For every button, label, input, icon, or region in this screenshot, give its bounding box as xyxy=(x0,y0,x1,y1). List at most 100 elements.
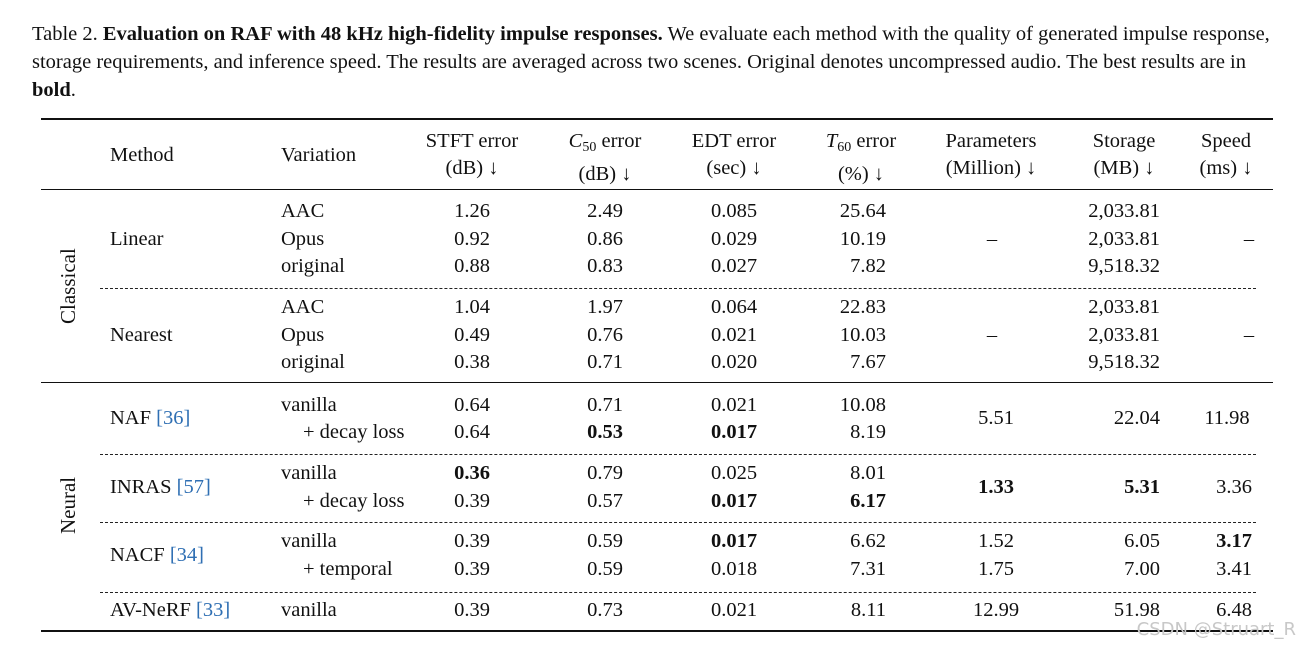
cell-c50: 0.71 xyxy=(587,394,623,416)
method-linear: Linear xyxy=(110,228,164,250)
cell-c50: 0.73 xyxy=(587,599,623,621)
cell-storage-best: 5.31 xyxy=(1124,476,1160,498)
header-storage: Storage (MB) ↓ xyxy=(1092,130,1156,179)
dash-rule xyxy=(100,592,1256,593)
cell-c50: 0.83 xyxy=(587,255,623,277)
header-method: Method xyxy=(110,144,174,166)
citation-link[interactable]: [33] xyxy=(196,599,231,621)
cell-variation: vanilla xyxy=(281,599,337,621)
cell-storage: 22.04 xyxy=(1113,407,1160,429)
cell-stft: 0.92 xyxy=(454,228,490,250)
cell-storage: 6.05 xyxy=(1124,530,1160,552)
header-stft: STFT error (dB) ↓ xyxy=(425,130,519,179)
cell-speed: 3.41 xyxy=(1216,558,1252,580)
cell-params: 1.52 xyxy=(978,530,1014,552)
cell-storage: 9,518.32 xyxy=(1088,351,1160,373)
watermark: CSDN @Struart_R xyxy=(1136,619,1296,640)
cell-c50: 2.49 xyxy=(587,200,623,222)
dash-rule xyxy=(100,522,1256,523)
cell-storage: 2,033.81 xyxy=(1088,200,1160,222)
cell-params: – xyxy=(986,228,998,250)
cell-t60-best: 6.17 xyxy=(850,490,886,512)
cell-c50: 0.86 xyxy=(587,228,623,250)
cell-params: – xyxy=(986,324,998,346)
cell-stft: 0.64 xyxy=(454,421,490,443)
bottom-rule xyxy=(41,630,1273,632)
cell-stft-best: 0.36 xyxy=(454,462,490,484)
cell-variation: AAC xyxy=(281,296,325,318)
cell-stft: 0.39 xyxy=(454,490,490,512)
cell-c50: 1.97 xyxy=(587,296,623,318)
cell-edt: 0.027 xyxy=(710,255,758,277)
citation-link[interactable]: [36] xyxy=(156,407,191,429)
cell-storage: 7.00 xyxy=(1124,558,1160,580)
caption-bold: Evaluation on RAF with 48 kHz high-fidel… xyxy=(102,23,663,45)
cell-c50: 0.79 xyxy=(587,462,623,484)
cell-speed: 6.48 xyxy=(1216,599,1252,621)
cell-params: 1.75 xyxy=(978,558,1014,580)
caption-end: . xyxy=(70,79,76,101)
caption-label: Table 2. xyxy=(32,23,98,45)
cell-edt: 0.021 xyxy=(710,394,758,416)
group-rule xyxy=(41,382,1273,384)
caption-bold-word: bold xyxy=(32,79,71,101)
cell-edt: 0.029 xyxy=(710,228,758,250)
cell-storage: 2,033.81 xyxy=(1088,228,1160,250)
cell-stft: 0.49 xyxy=(454,324,490,346)
cell-t60: 7.31 xyxy=(850,558,886,580)
header-variation: Variation xyxy=(281,144,357,166)
top-rule xyxy=(41,118,1273,120)
cell-t60: 25.64 xyxy=(839,200,886,222)
group-label-neural: Neural xyxy=(56,476,80,534)
cell-t60: 8.11 xyxy=(850,599,886,621)
cell-stft: 0.64 xyxy=(454,394,490,416)
cell-t60: 8.19 xyxy=(850,421,886,443)
method-inras: INRAS [57] xyxy=(110,476,211,498)
header-c50: C50 error (dB) ↓ xyxy=(568,130,642,185)
cell-variation: AAC xyxy=(281,200,325,222)
cell-t60: 10.19 xyxy=(839,228,886,250)
cell-params: 12.99 xyxy=(972,599,1020,621)
cell-edt: 0.085 xyxy=(710,200,758,222)
cell-c50: 0.71 xyxy=(587,351,623,373)
cell-stft: 1.26 xyxy=(454,200,490,222)
cell-variation: Opus xyxy=(281,228,325,250)
cell-t60: 22.83 xyxy=(839,296,886,318)
cell-stft: 0.39 xyxy=(454,558,490,580)
cell-c50: 0.59 xyxy=(587,530,623,552)
citation-link[interactable]: [34] xyxy=(169,544,204,566)
dash-rule xyxy=(100,288,1256,289)
cell-c50: 0.57 xyxy=(587,490,623,512)
cell-stft: 0.39 xyxy=(454,599,490,621)
cell-stft: 1.04 xyxy=(454,296,490,318)
method-naf: NAF [36] xyxy=(110,407,191,429)
header-t60: T60 error (%) ↓ xyxy=(825,130,897,185)
header-edt: EDT error (sec) ↓ xyxy=(691,130,777,179)
cell-speed: 11.98 xyxy=(1204,407,1250,429)
cell-t60: 6.62 xyxy=(850,530,886,552)
cell-t60: 10.08 xyxy=(839,394,886,416)
caption-text: We evaluate each method with the quality… xyxy=(32,23,1270,73)
header-rule xyxy=(41,189,1273,191)
cell-variation: + decay loss xyxy=(303,421,405,443)
cell-edt: 0.021 xyxy=(710,599,758,621)
cell-edt: 0.064 xyxy=(710,296,758,318)
cell-t60: 7.82 xyxy=(850,255,886,277)
cell-variation: vanilla xyxy=(281,530,337,552)
cell-variation: + decay loss xyxy=(303,490,405,512)
cell-edt-best: 0.017 xyxy=(710,490,758,512)
cell-variation: vanilla xyxy=(281,462,337,484)
cell-storage: 2,033.81 xyxy=(1088,296,1160,318)
cell-storage: 51.98 xyxy=(1113,599,1160,621)
method-avnerf: AV-NeRF [33] xyxy=(110,599,231,621)
cell-edt-best: 0.017 xyxy=(710,421,758,443)
cell-speed: 3.36 xyxy=(1216,476,1252,498)
cell-variation: vanilla xyxy=(281,394,337,416)
citation-link[interactable]: [57] xyxy=(176,476,211,498)
cell-stft: 0.88 xyxy=(454,255,490,277)
cell-edt-best: 0.017 xyxy=(710,530,758,552)
method-nearest: Nearest xyxy=(110,324,173,346)
cell-storage: 9,518.32 xyxy=(1088,255,1160,277)
cell-variation: original xyxy=(281,351,345,373)
cell-edt: 0.020 xyxy=(710,351,758,373)
